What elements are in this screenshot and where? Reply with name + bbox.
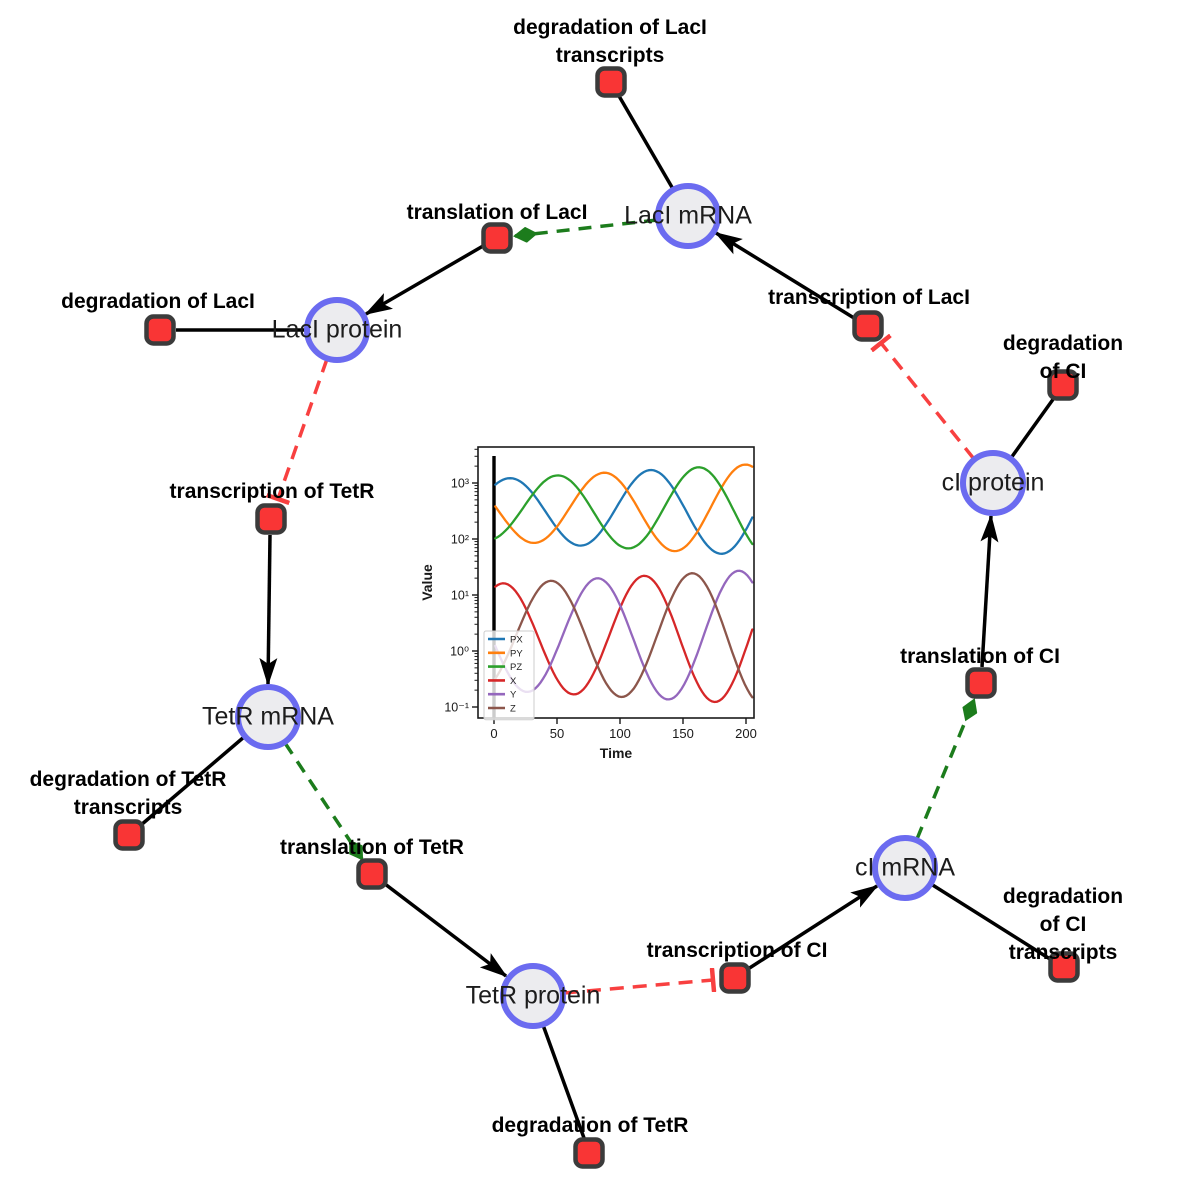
edge-modifier-13	[915, 698, 978, 840]
reaction-node-degradation-ci-transcripts	[1048, 951, 1080, 983]
legend-label-Z: Z	[510, 704, 516, 715]
species-node-tetr-protein	[500, 963, 566, 1029]
reaction-node-degradation-ci	[1047, 369, 1079, 401]
edge-production-11	[747, 884, 879, 971]
edge-production-3	[364, 244, 484, 316]
species-node-laci-mrna	[655, 183, 721, 249]
chart-curve-PX	[494, 468, 754, 555]
edge-modifier-8	[283, 742, 364, 861]
legend-label-X: X	[510, 676, 517, 687]
legend-label-Y: Y	[510, 690, 517, 701]
edge-consumption-17	[541, 1024, 586, 1139]
x-tick-label-100: 100	[609, 726, 631, 741]
edge-production-1	[714, 231, 855, 320]
edge-modifier-2	[513, 218, 658, 243]
reaction-node-degradation-tetr-transcripts	[113, 819, 145, 851]
y-tick-label-3: 10³	[451, 477, 469, 491]
y-tick-label-0: 10⁰	[450, 645, 469, 659]
edge-production-9	[383, 882, 508, 978]
edge-production-14	[980, 514, 999, 668]
legend-label-PX: PX	[510, 635, 523, 646]
chart-legend: PX PY PZ XYZ	[483, 630, 535, 721]
chart-curve-PZ	[494, 466, 754, 550]
inset-chart: 0 50 100 150 20010⁻¹10⁰10¹10²10³TimeValuePXP…	[419, 446, 757, 761]
reaction-node-transcription-ci	[719, 962, 751, 994]
edge-inhibition-10	[563, 980, 713, 995]
chart-curve-PY	[494, 463, 754, 553]
y-tick-label-1: 10¹	[451, 589, 469, 603]
species-node-ci-mrna	[872, 835, 938, 901]
edge-consumption-15	[1009, 396, 1056, 460]
species-node-tetr-mrna	[235, 684, 301, 750]
legend-label-PY: PY	[510, 648, 523, 659]
legend-box	[483, 630, 535, 721]
reaction-node-translation-ci	[965, 667, 997, 699]
edge-consumption-0	[617, 95, 675, 190]
chart-curve-Y	[494, 569, 754, 701]
y-tick-label-2: 10²	[451, 533, 469, 547]
reaction-node-translation-laci	[481, 222, 513, 254]
reaction-node-transcription-tetr	[255, 503, 287, 535]
reaction-node-degradation-laci	[144, 314, 176, 346]
reaction-node-transcription-laci	[852, 310, 884, 342]
chart-frame	[477, 446, 755, 719]
x-tick-label-50: 50	[550, 726, 564, 741]
reaction-node-translation-tetr	[356, 858, 388, 890]
x-tick-label-0: 0	[490, 726, 497, 741]
x-tick-label-150: 150	[672, 726, 694, 741]
y-tick-label--1: 10⁻¹	[444, 701, 469, 715]
edge-consumption-7	[139, 735, 246, 827]
y-axis-label: Value	[419, 564, 435, 601]
edge-consumption-12	[930, 882, 1051, 961]
x-tick-label-200: 200	[735, 726, 757, 741]
x-axis-label: Time	[600, 745, 633, 761]
reaction-node-degradation-laci-transcripts	[595, 66, 627, 98]
reaction-node-degradation-tetr	[573, 1137, 605, 1169]
chart-curve-Z	[494, 572, 754, 699]
edge-inhibition-16	[881, 343, 976, 461]
species-node-laci-protein	[304, 297, 370, 363]
edge-inhibition-5	[278, 358, 329, 499]
legend-label-PZ: PZ	[510, 662, 522, 673]
chart-curve-X	[494, 574, 754, 704]
species-node-ci-protein	[960, 450, 1026, 516]
edge-production-6	[259, 534, 278, 686]
